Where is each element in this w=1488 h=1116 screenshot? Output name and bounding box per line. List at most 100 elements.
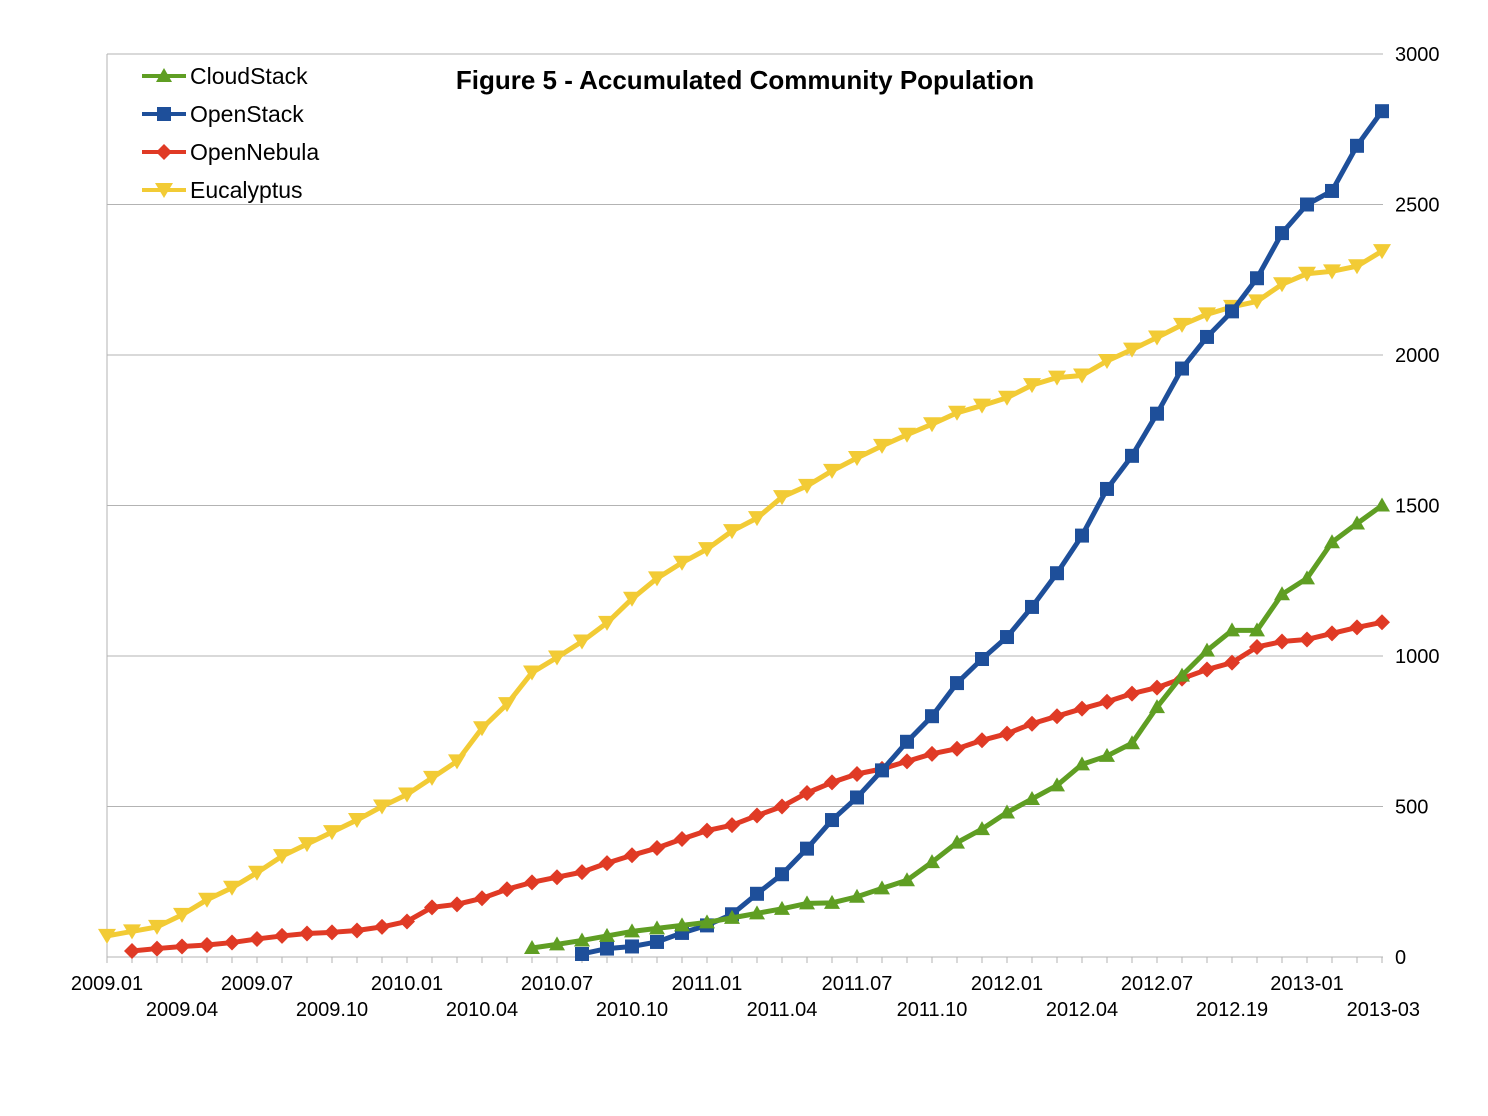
- data-point-opennebula: [1024, 715, 1040, 732]
- data-point-opennebula: [724, 817, 740, 834]
- x-tick-label: 2009.10: [296, 999, 368, 1021]
- data-point-openstack: [800, 841, 814, 856]
- data-point-openstack: [650, 934, 664, 949]
- y-tick-labels: 0 500 1000 1500 2000 2500 3000: [1395, 44, 1440, 969]
- data-point-cloudstack: [774, 900, 790, 915]
- data-point-cloudstack: [949, 834, 965, 849]
- data-point-cloudstack: [1374, 497, 1390, 512]
- data-point-eucalyptus: [1098, 354, 1116, 370]
- data-point-opennebula: [449, 896, 465, 913]
- data-point-cloudstack: [574, 932, 590, 947]
- legend-marker-openstack: [157, 107, 171, 121]
- data-point-opennebula: [474, 890, 490, 907]
- data-point-eucalyptus: [1198, 307, 1216, 323]
- data-point-openstack: [1350, 138, 1364, 153]
- data-point-eucalyptus: [173, 907, 191, 923]
- data-point-eucalyptus: [948, 405, 966, 421]
- data-point-cloudstack: [1224, 622, 1240, 637]
- data-point-eucalyptus: [1123, 342, 1141, 358]
- data-point-eucalyptus: [723, 524, 741, 540]
- x-tick-label: 2012.01: [971, 973, 1043, 995]
- x-tick-label: 2009.01: [71, 973, 143, 995]
- series-eucalyptus: [98, 244, 1391, 944]
- data-point-opennebula: [774, 798, 790, 815]
- data-point-eucalyptus: [1248, 294, 1266, 310]
- data-point-eucalyptus: [248, 865, 266, 881]
- data-point-opennebula: [549, 869, 565, 886]
- legend-label-opennebula: OpenNebula: [190, 139, 319, 165]
- data-point-opennebula: [1349, 619, 1365, 636]
- data-point-cloudstack: [1124, 735, 1140, 750]
- data-point-openstack: [875, 763, 889, 778]
- y-tick-label: 3000: [1395, 44, 1440, 66]
- legend-marker-opennebula: [156, 144, 172, 160]
- legend-item-eucalyptus: Eucalyptus: [142, 177, 303, 203]
- data-point-opennebula: [899, 753, 915, 770]
- x-tick-label: 2011.01: [672, 973, 743, 995]
- data-point-eucalyptus: [348, 813, 366, 829]
- data-point-eucalyptus: [298, 837, 316, 853]
- data-point-eucalyptus: [823, 463, 841, 479]
- data-point-eucalyptus: [1173, 317, 1191, 333]
- data-point-openstack: [1300, 197, 1314, 212]
- legend-label-cloudstack: CloudStack: [190, 63, 308, 89]
- data-point-eucalyptus: [573, 634, 591, 650]
- data-point-opennebula: [649, 840, 665, 857]
- data-point-eucalyptus: [848, 450, 866, 466]
- data-point-cloudstack: [749, 905, 765, 920]
- data-point-opennebula: [949, 740, 965, 757]
- data-point-opennebula: [674, 831, 690, 848]
- chart-title: Figure 5 - Accumulated Community Populat…: [456, 65, 1034, 95]
- data-point-opennebula: [224, 934, 240, 951]
- y-tick-label: 2500: [1395, 195, 1440, 217]
- data-point-cloudstack: [1024, 790, 1040, 805]
- data-point-opennebula: [349, 922, 365, 939]
- data-point-openstack: [1250, 271, 1264, 286]
- data-point-opennebula: [1099, 693, 1115, 710]
- data-point-openstack: [1175, 361, 1189, 376]
- x-tick-label: 2010.07: [521, 973, 593, 995]
- data-point-opennebula: [624, 847, 640, 864]
- data-point-cloudstack: [1149, 699, 1165, 714]
- data-point-cloudstack: [849, 888, 865, 903]
- legend: CloudStack OpenStack OpenNebula Eucalyptus: [142, 63, 319, 203]
- data-point-cloudstack: [1099, 747, 1115, 762]
- data-point-cloudstack: [1274, 586, 1290, 601]
- y-tick-label: 1000: [1395, 646, 1440, 668]
- y-tick-label: 2000: [1395, 345, 1440, 367]
- data-point-opennebula: [424, 899, 440, 916]
- data-point-eucalyptus: [1348, 259, 1366, 275]
- x-tick-label: 2013-03: [1347, 999, 1420, 1021]
- x-tick-label: 2009.07: [221, 973, 293, 995]
- data-point-cloudstack: [724, 909, 740, 924]
- data-point-openstack: [625, 939, 639, 954]
- x-tick-label: 2011.07: [822, 973, 893, 995]
- data-point-eucalyptus: [498, 697, 516, 713]
- data-point-opennebula: [699, 822, 715, 839]
- y-tick-label: 500: [1395, 797, 1428, 819]
- data-point-eucalyptus: [523, 665, 541, 681]
- data-point-cloudstack: [799, 895, 815, 910]
- data-point-eucalyptus: [698, 542, 716, 558]
- data-point-eucalyptus: [898, 427, 916, 443]
- data-point-openstack: [1225, 304, 1239, 319]
- data-point-opennebula: [149, 940, 165, 957]
- legend-item-openstack: OpenStack: [142, 101, 304, 127]
- data-point-cloudstack: [599, 927, 615, 942]
- data-point-eucalyptus: [998, 390, 1016, 406]
- data-point-eucalyptus: [1048, 370, 1066, 386]
- data-point-openstack: [775, 867, 789, 882]
- data-point-eucalyptus: [398, 787, 416, 803]
- data-point-eucalyptus: [148, 919, 166, 935]
- x-tick-label: 2010.01: [371, 973, 443, 995]
- data-point-cloudstack: [1199, 642, 1215, 657]
- data-point-opennebula: [374, 918, 390, 935]
- legend-item-cloudstack: CloudStack: [142, 63, 308, 89]
- data-point-opennebula: [1224, 654, 1240, 671]
- x-tick-label: 2012.04: [1046, 999, 1118, 1021]
- data-point-eucalyptus: [773, 490, 791, 506]
- series-line-eucalyptus: [106, 249, 1384, 939]
- data-point-eucalyptus: [923, 417, 941, 433]
- data-point-eucalyptus: [548, 650, 566, 666]
